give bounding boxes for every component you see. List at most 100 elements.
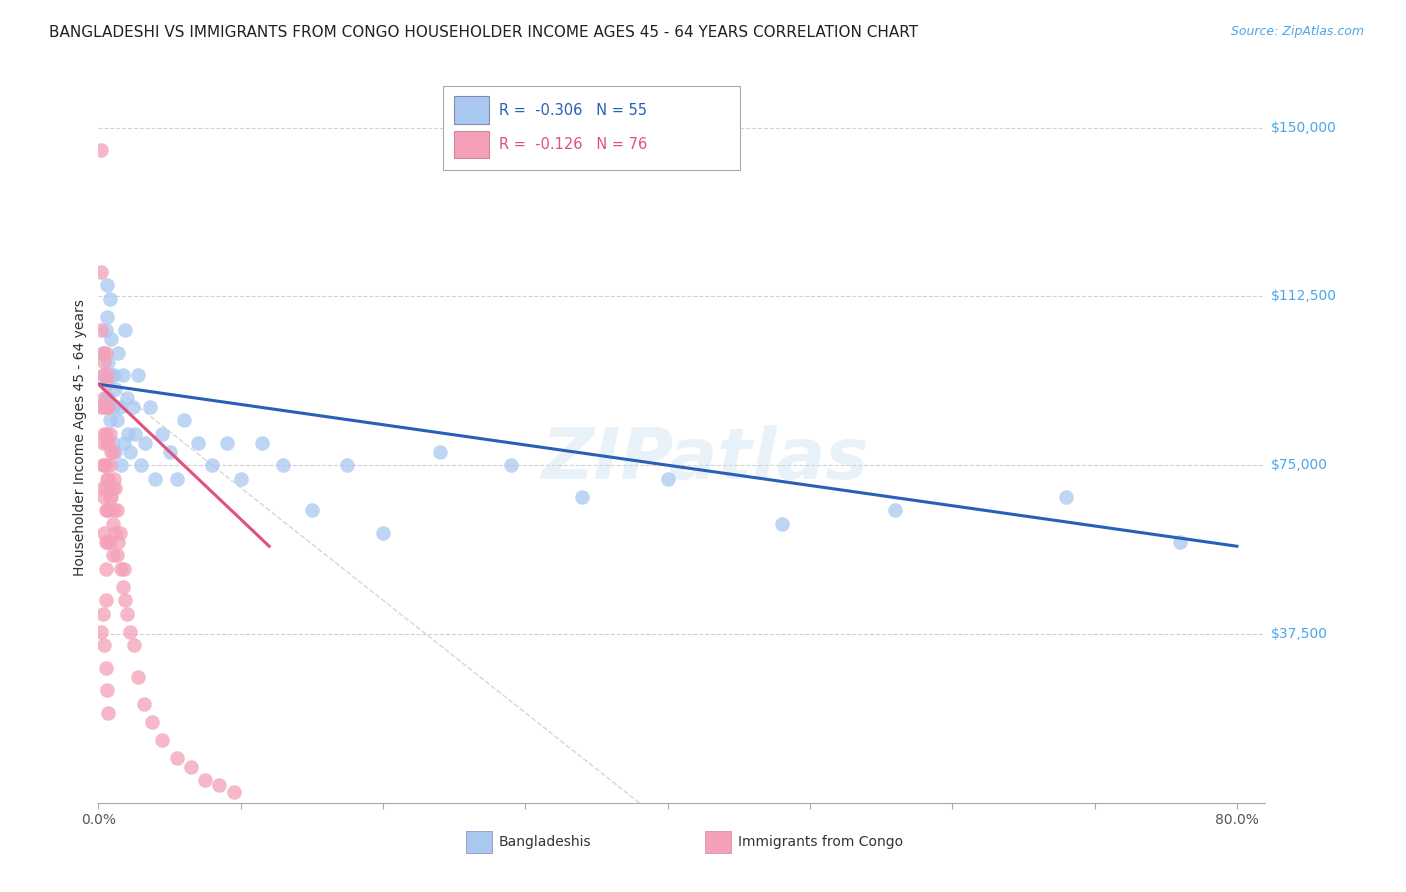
Point [93, 368, 115, 383]
Point [100, 490, 122, 504]
Point [103, 503, 125, 517]
Point [118, 624, 141, 639]
Point [94, 481, 117, 495]
Point [96, 435, 118, 450]
Text: ZIPatlas: ZIPatlas [541, 425, 869, 493]
Point [250, 435, 273, 450]
Point [152, 426, 174, 441]
Point [103, 472, 125, 486]
Point [94, 534, 117, 549]
Point [1168, 534, 1191, 549]
Point [94, 661, 117, 675]
Text: R =  -0.306   N = 55: R = -0.306 N = 55 [499, 103, 647, 118]
Point [91, 345, 114, 359]
Point [571, 490, 593, 504]
Point [105, 503, 128, 517]
Point [98, 426, 121, 441]
Point [94, 458, 117, 473]
Point [187, 435, 209, 450]
FancyBboxPatch shape [454, 130, 489, 159]
Point [111, 580, 134, 594]
Point [124, 426, 146, 441]
Point [101, 481, 124, 495]
Point [152, 732, 174, 747]
Point [138, 400, 160, 414]
Point [107, 534, 129, 549]
Point [301, 503, 323, 517]
Point [94, 345, 117, 359]
Point [1054, 490, 1077, 504]
Point [105, 548, 128, 562]
FancyBboxPatch shape [454, 96, 489, 124]
Point [117, 426, 139, 441]
Point [770, 516, 793, 531]
Point [91, 435, 114, 450]
Point [884, 503, 907, 517]
Point [93, 426, 115, 441]
Point [94, 593, 117, 607]
Point [91, 400, 114, 414]
Point [127, 670, 149, 684]
Point [90, 624, 112, 639]
Point [222, 784, 245, 798]
Point [215, 435, 238, 450]
Point [91, 458, 114, 473]
Point [114, 593, 136, 607]
Point [194, 773, 217, 788]
Point [97, 400, 120, 414]
Point [94, 562, 117, 576]
Point [429, 444, 451, 458]
Point [91, 368, 114, 383]
Point [94, 426, 117, 441]
Point [112, 562, 135, 576]
Point [90, 265, 112, 279]
Text: $75,000: $75,000 [1271, 458, 1329, 472]
Point [98, 490, 121, 504]
Point [94, 391, 117, 405]
Point [132, 697, 155, 711]
Point [105, 413, 128, 427]
Point [103, 368, 125, 383]
Point [90, 323, 112, 337]
Point [112, 435, 135, 450]
Point [104, 525, 127, 540]
Point [201, 458, 224, 473]
Text: Immigrants from Congo: Immigrants from Congo [738, 835, 903, 848]
Text: BANGLADESHI VS IMMIGRANTS FROM CONGO HOUSEHOLDER INCOME AGES 45 - 64 YEARS CORRE: BANGLADESHI VS IMMIGRANTS FROM CONGO HOU… [49, 25, 918, 40]
Point [100, 368, 122, 383]
Point [371, 525, 394, 540]
Point [180, 760, 202, 774]
Point [93, 354, 115, 368]
Point [141, 714, 163, 729]
Point [127, 368, 149, 383]
Point [229, 472, 252, 486]
FancyBboxPatch shape [706, 830, 731, 853]
Point [159, 444, 181, 458]
Point [104, 481, 127, 495]
Point [166, 472, 188, 486]
Point [166, 751, 188, 765]
Text: R =  -0.126   N = 76: R = -0.126 N = 76 [499, 137, 647, 152]
Point [100, 444, 122, 458]
Point [94, 377, 117, 392]
Point [91, 481, 114, 495]
Point [97, 391, 120, 405]
Point [98, 413, 121, 427]
Point [129, 458, 152, 473]
Point [115, 607, 138, 621]
Point [96, 400, 118, 414]
Point [91, 607, 114, 621]
Point [96, 503, 118, 517]
Point [104, 382, 127, 396]
Point [90, 143, 112, 157]
Point [114, 323, 136, 337]
Text: $37,500: $37,500 [1271, 627, 1329, 641]
Point [96, 472, 118, 486]
Text: Bangladeshis: Bangladeshis [499, 835, 592, 848]
Point [90, 400, 112, 414]
Point [100, 332, 122, 346]
Point [208, 778, 231, 792]
Text: $112,500: $112,500 [1271, 289, 1337, 303]
Point [97, 435, 120, 450]
Point [118, 444, 141, 458]
